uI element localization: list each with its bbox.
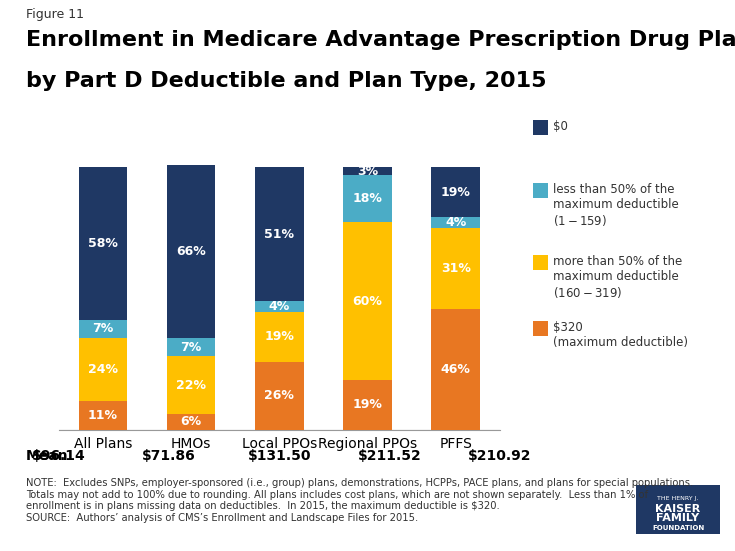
Bar bbox=[343, 223, 392, 380]
Text: 31%: 31% bbox=[441, 262, 470, 275]
Text: THE HENRY J.: THE HENRY J. bbox=[657, 496, 699, 501]
Bar bbox=[343, 380, 392, 430]
Bar bbox=[255, 168, 304, 301]
Text: 7%: 7% bbox=[181, 341, 201, 354]
Text: by Part D Deductible and Plan Type, 2015: by Part D Deductible and Plan Type, 2015 bbox=[26, 71, 546, 90]
Text: $131.50: $131.50 bbox=[248, 449, 311, 463]
Text: $210.92: $210.92 bbox=[468, 449, 531, 463]
Bar bbox=[79, 168, 127, 320]
Bar bbox=[431, 168, 480, 217]
Text: 22%: 22% bbox=[176, 379, 206, 392]
Text: KAISER: KAISER bbox=[656, 504, 700, 514]
Text: FAMILY: FAMILY bbox=[656, 513, 700, 523]
Text: more than 50% of the
maximum deductible
($160-$319): more than 50% of the maximum deductible … bbox=[553, 255, 682, 300]
Text: $0: $0 bbox=[553, 120, 567, 133]
Bar bbox=[255, 312, 304, 361]
Bar bbox=[343, 175, 392, 223]
Text: 58%: 58% bbox=[88, 237, 118, 250]
Text: $71.86: $71.86 bbox=[142, 449, 196, 463]
Text: $211.52: $211.52 bbox=[358, 449, 421, 463]
Text: 19%: 19% bbox=[353, 398, 382, 412]
Bar bbox=[79, 320, 127, 338]
Text: 26%: 26% bbox=[265, 389, 294, 402]
Bar bbox=[431, 217, 480, 228]
Bar bbox=[79, 338, 127, 401]
Text: Figure 11: Figure 11 bbox=[26, 8, 84, 21]
Text: 4%: 4% bbox=[445, 216, 466, 229]
Text: less than 50% of the
maximum deductible
($1-$159): less than 50% of the maximum deductible … bbox=[553, 183, 678, 228]
Text: FOUNDATION: FOUNDATION bbox=[652, 525, 704, 531]
Bar bbox=[255, 361, 304, 430]
Bar bbox=[167, 414, 215, 430]
Text: 11%: 11% bbox=[88, 409, 118, 422]
Text: 19%: 19% bbox=[441, 186, 470, 199]
Bar bbox=[343, 168, 392, 175]
Bar bbox=[255, 301, 304, 312]
Text: 19%: 19% bbox=[265, 330, 294, 343]
Bar bbox=[167, 165, 215, 338]
Text: 46%: 46% bbox=[441, 363, 470, 376]
Bar bbox=[167, 338, 215, 356]
Text: $96.14: $96.14 bbox=[32, 449, 86, 463]
Text: 60%: 60% bbox=[353, 295, 382, 307]
Bar bbox=[431, 228, 480, 309]
Text: 51%: 51% bbox=[265, 228, 294, 241]
Text: Enrollment in Medicare Advantage Prescription Drug Plans,: Enrollment in Medicare Advantage Prescri… bbox=[26, 30, 735, 50]
Text: Mean: Mean bbox=[26, 449, 68, 463]
Text: 18%: 18% bbox=[353, 192, 382, 206]
Bar bbox=[167, 356, 215, 414]
Text: 7%: 7% bbox=[93, 322, 113, 335]
Text: 66%: 66% bbox=[176, 245, 206, 258]
Bar bbox=[431, 309, 480, 430]
Text: 24%: 24% bbox=[88, 363, 118, 376]
Text: $320
(maximum deductible): $320 (maximum deductible) bbox=[553, 321, 688, 349]
Text: 4%: 4% bbox=[269, 300, 290, 313]
Text: NOTE:  Excludes SNPs, employer-sponsored (i.e., group) plans, demonstrations, HC: NOTE: Excludes SNPs, employer-sponsored … bbox=[26, 478, 693, 523]
Text: 3%: 3% bbox=[357, 165, 378, 178]
Bar bbox=[79, 401, 127, 430]
Text: 6%: 6% bbox=[181, 415, 201, 429]
